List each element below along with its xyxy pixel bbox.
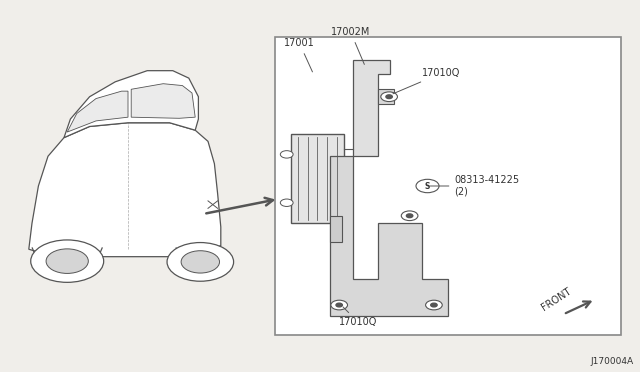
- Circle shape: [406, 214, 413, 218]
- Text: 17010Q: 17010Q: [339, 307, 378, 327]
- Circle shape: [280, 199, 293, 206]
- Polygon shape: [378, 89, 394, 104]
- Circle shape: [431, 303, 437, 307]
- Circle shape: [167, 243, 234, 281]
- Polygon shape: [131, 84, 195, 118]
- Circle shape: [280, 151, 293, 158]
- Text: J170004A: J170004A: [591, 357, 634, 366]
- Circle shape: [426, 300, 442, 310]
- Text: 17001: 17001: [284, 38, 315, 72]
- Text: 08313-41225
(2): 08313-41225 (2): [430, 175, 520, 197]
- Circle shape: [181, 251, 220, 273]
- Polygon shape: [330, 216, 342, 242]
- Polygon shape: [330, 156, 448, 316]
- Polygon shape: [64, 71, 198, 138]
- Circle shape: [401, 211, 418, 221]
- Text: 17010Q: 17010Q: [393, 68, 461, 94]
- Circle shape: [46, 249, 88, 273]
- Circle shape: [416, 179, 439, 193]
- Text: S: S: [425, 182, 430, 190]
- Polygon shape: [29, 123, 221, 257]
- Text: 17002M: 17002M: [331, 27, 371, 64]
- Polygon shape: [353, 60, 390, 156]
- Bar: [291, 134, 344, 223]
- Circle shape: [331, 300, 348, 310]
- Polygon shape: [67, 91, 128, 132]
- Circle shape: [381, 92, 397, 102]
- Circle shape: [336, 303, 342, 307]
- Text: FRONT: FRONT: [540, 286, 573, 313]
- Circle shape: [31, 240, 104, 282]
- Bar: [275, 37, 621, 335]
- Circle shape: [386, 95, 392, 99]
